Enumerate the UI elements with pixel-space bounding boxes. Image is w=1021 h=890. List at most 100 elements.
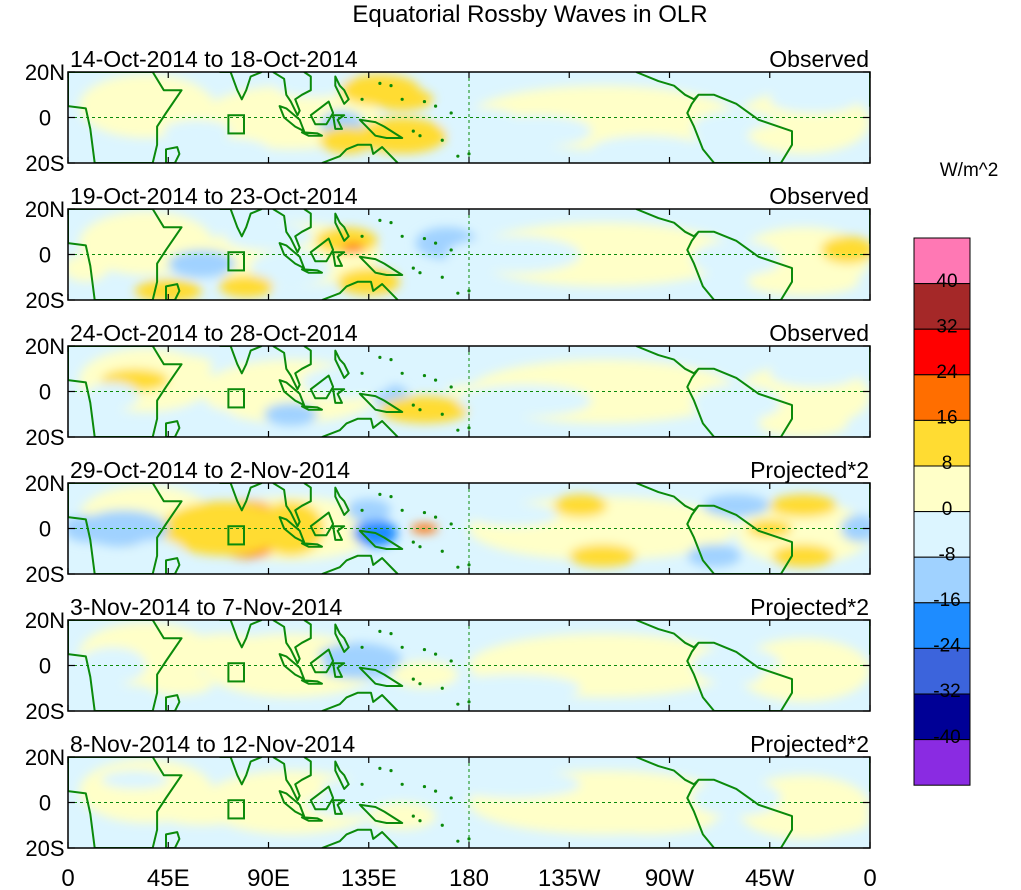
island-dot [467,426,471,430]
reference-box [227,662,245,683]
anomaly-blob [769,359,859,387]
anomaly-blob [301,366,392,399]
island-dot [360,508,364,512]
y-tick-label: 0 [39,654,51,679]
panel-kind: Observed [769,320,869,346]
anomaly-blob [68,254,109,282]
x-tick-label: 0 [61,865,74,890]
y-tick-label: 20S [25,425,64,450]
island-dot [400,97,404,101]
island-dot [411,540,415,544]
panel-3: 20N 0 20S 24-Oct-2014 to 28-Oct-2014 Observe… [25,320,871,450]
colorbar-swatch [913,693,971,741]
island-dot [422,510,427,515]
island-dot [440,823,444,827]
coastlines [68,346,870,437]
x-tick-label: 135E [341,865,397,890]
panel-5: 20N 0 20S 3-Nov-2014 to 7-Nov-2014 Projected… [25,594,871,724]
colorbar-label: -40 [933,727,960,748]
anomaly-blob [264,402,318,426]
panel-2: 20N 0 20S 19-Oct-2014 to 23-Oct-2014 Observe… [25,183,871,313]
anomaly-blob [357,117,447,154]
reference-box [227,799,245,820]
island-dot [411,814,415,818]
island-dot [418,134,422,138]
coastlines [68,209,870,300]
anomaly-blob [134,279,202,300]
reference-box [227,251,245,272]
island-dot [433,104,438,108]
anomaly-blob [313,642,403,680]
panel-kind: Projected*2 [750,594,869,620]
anomaly-blob [769,494,837,518]
island-dot [440,275,444,279]
island-dot [418,271,422,275]
anomaly-field [68,209,870,300]
panel-6: 20N 0 20S 8-Nov-2014 to 12-Nov-2014 Projecte… [25,731,871,861]
y-tick-label: 20S [25,288,64,313]
y-tick-label: 0 [39,106,51,131]
anomaly-blob [747,519,793,538]
y-tick-label: 20S [25,151,64,176]
anomaly-blob [591,135,703,163]
island-dot [418,682,422,686]
y-tick-label: 20S [25,699,64,724]
anomaly-blob [446,674,581,702]
coastlines [68,620,870,711]
anomaly-blob [157,797,247,826]
panel-period: 29-Oct-2014 to 2-Nov-2014 [70,457,350,483]
anomaly-blob [168,249,236,278]
anomaly-blob [85,382,140,410]
anomaly-blob [101,770,169,789]
island-dot [378,355,382,359]
island-dot [449,111,453,115]
panel-1: 20N 0 20S 14-Oct-2014 to 18-Oct-2014 Observe… [25,46,871,176]
island-dot [360,782,364,786]
anomaly-blob [163,119,231,143]
anomaly-blob [391,660,458,689]
y-tick-label: 20S [25,562,64,587]
island-dot [378,629,382,633]
island-dot [456,428,460,432]
island-dot [433,515,438,519]
island-dot [378,218,382,222]
island-dot [389,221,393,225]
anomaly-blob [368,802,436,830]
island-dot [411,677,415,681]
island-dot [378,81,382,85]
island-dot [389,84,393,88]
island-dot [418,545,422,549]
island-dot [456,839,460,843]
anomaly-blob [179,137,269,161]
colorbar-unit: W/m^2 [940,160,999,181]
colorbar-label: -24 [933,636,961,657]
anomaly-band [736,501,870,565]
island-dot [418,408,422,412]
anomaly-blob [769,85,859,113]
colorbar-label: -16 [933,590,960,611]
island-dot [467,152,471,156]
y-tick-label: 0 [39,791,51,816]
anomaly-field [68,72,870,163]
island-dot [467,837,471,841]
anomaly-field [68,483,870,574]
x-tick-label: 90E [247,865,290,890]
y-tick-label: 20N [25,745,65,770]
y-tick-label: 20N [25,197,65,222]
island-dot [400,508,404,512]
colorbar-label: 24 [936,362,958,383]
anomaly-blob [747,268,859,296]
panel-period: 19-Oct-2014 to 23-Oct-2014 [70,183,358,209]
chart-title: Equatorial Rossby Waves in OLR [352,1,707,28]
island-dot [456,702,460,706]
anomaly-blob [758,409,848,437]
y-tick-label: 20S [25,836,64,861]
anomaly-blob [747,122,859,150]
island-dot [467,563,471,567]
panel-kind: Projected*2 [750,731,869,757]
anomaly-blob [272,72,354,98]
colorbar-label: 16 [936,408,957,429]
island-dot [360,97,364,101]
colorbar-label: 40 [936,271,957,292]
